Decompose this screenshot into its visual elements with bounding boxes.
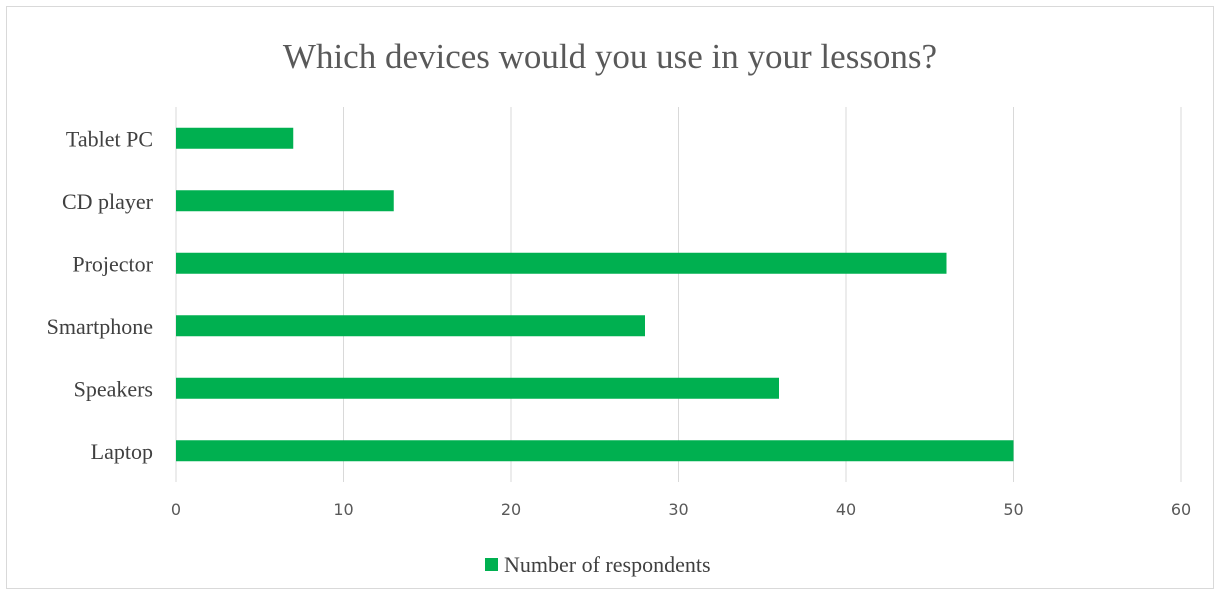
category-label: Speakers xyxy=(74,376,153,401)
bar xyxy=(176,190,394,212)
chart-title: Which devices would you use in your less… xyxy=(283,37,937,76)
x-tick-label: 60 xyxy=(1171,500,1191,519)
x-tick-label: 40 xyxy=(836,500,856,519)
legend-swatch xyxy=(485,558,498,571)
category-label: Tablet PC xyxy=(66,126,153,151)
x-tick-label: 10 xyxy=(333,500,353,519)
bar xyxy=(176,440,1014,462)
bar xyxy=(176,252,947,274)
category-label: Laptop xyxy=(91,439,153,464)
x-tick-label: 0 xyxy=(171,500,181,519)
bars xyxy=(176,127,1014,462)
category-labels: Tablet PC CD player Projector Smartphone Spe… xyxy=(47,126,154,464)
category-label: Projector xyxy=(72,251,153,276)
bar xyxy=(176,315,645,337)
legend-label: Number of respondents xyxy=(504,552,711,577)
gridlines xyxy=(175,107,1182,482)
chart-frame xyxy=(6,6,1214,589)
legend: Number of respondents xyxy=(485,552,711,577)
x-tick-label: 30 xyxy=(668,500,688,519)
category-label: CD player xyxy=(62,189,154,214)
bar xyxy=(176,127,294,149)
x-tick-label: 20 xyxy=(501,500,521,519)
bar xyxy=(176,377,779,399)
x-tick-label: 50 xyxy=(1003,500,1023,519)
x-axis-tick-labels: 0 10 20 30 40 50 60 xyxy=(171,500,1191,519)
category-label: Smartphone xyxy=(47,314,153,339)
